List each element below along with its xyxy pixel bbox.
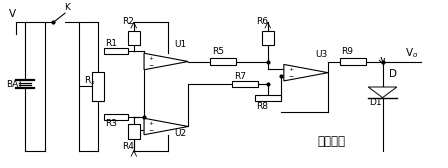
Text: D: D	[389, 69, 397, 79]
Text: R7: R7	[234, 72, 246, 80]
Bar	[262, 31, 274, 45]
Text: R9: R9	[341, 47, 353, 56]
Text: R1: R1	[105, 39, 117, 48]
Text: R5: R5	[212, 47, 224, 56]
Text: R8: R8	[256, 102, 268, 112]
Bar	[210, 58, 236, 65]
Text: R3: R3	[105, 119, 117, 128]
Text: U2: U2	[175, 130, 187, 138]
Text: −: −	[149, 127, 154, 132]
Text: K: K	[64, 3, 70, 12]
Bar	[128, 31, 140, 45]
Text: −: −	[149, 62, 154, 67]
Polygon shape	[144, 53, 188, 70]
Text: U1: U1	[175, 40, 187, 49]
Text: D1: D1	[370, 98, 382, 107]
Text: 采样电路: 采样电路	[317, 135, 345, 148]
Bar	[103, 48, 128, 54]
Bar	[103, 114, 128, 120]
Text: R4: R4	[122, 142, 134, 151]
Text: −: −	[289, 73, 294, 78]
Text: BAT: BAT	[6, 79, 22, 89]
Text: R2: R2	[122, 17, 134, 26]
Bar	[255, 95, 281, 101]
Text: U3: U3	[315, 50, 327, 58]
Text: V$_o$: V$_o$	[405, 46, 418, 60]
Text: R$_x$: R$_x$	[84, 74, 96, 87]
Text: +: +	[149, 56, 154, 61]
Polygon shape	[144, 118, 188, 135]
Polygon shape	[284, 64, 328, 81]
Text: +: +	[289, 67, 294, 72]
Text: R6: R6	[256, 17, 268, 26]
Bar	[128, 124, 140, 139]
Bar	[92, 72, 104, 101]
Text: +: +	[149, 121, 154, 126]
Polygon shape	[368, 87, 397, 98]
Bar	[233, 81, 258, 87]
Bar	[340, 58, 366, 65]
Text: V: V	[9, 9, 16, 19]
